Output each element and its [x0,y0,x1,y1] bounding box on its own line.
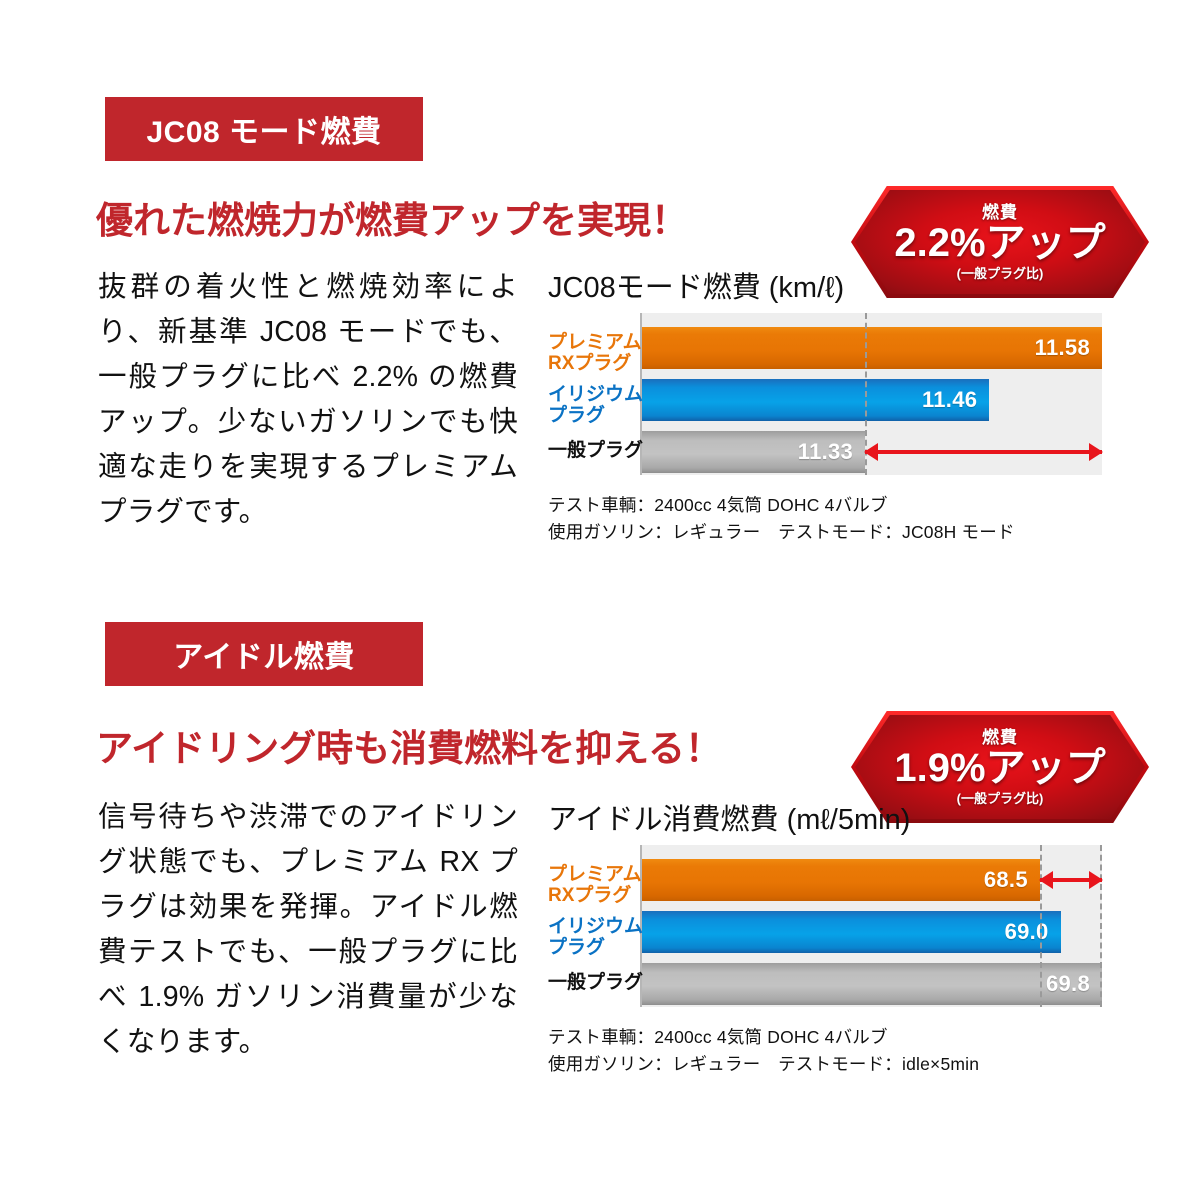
badge-comparison-note: (一般プラグ比) [956,266,1044,281]
bar-value-standard: 69.8 [1045,971,1090,996]
bar-row-iridium: 69.0 [642,911,1102,953]
badge-top-label: 燃費 [982,203,1018,222]
chart-note-line2: 使用ガソリン：レギュラー テストモード：JC08H モード [548,521,1015,542]
bar-standard: 11.33 [642,431,866,473]
cat-label-line1: 一般プラグ [548,440,644,461]
section-headline-jc08: 優れた燃焼力が燃費アップを実現！ [96,200,688,241]
bar-iridium: 69.0 [642,911,1061,953]
cat-label-line2: プラグ [548,405,606,427]
chart-title-jc08: JC08モード燃費 (km/ℓ) [548,272,845,304]
badge-comparison-note: (一般プラグ比) [956,791,1044,806]
bar-row-iridium: 11.46 [642,379,1102,421]
bar-value-iridium: 69.0 [1004,919,1049,944]
cat-label-line1: プレミアム [548,864,642,885]
cat-label-premium-rx-idle: プレミアム RXプラグ [548,864,642,907]
arrow-head-left-icon [1038,871,1053,889]
cat-label-line1: プレミアム [548,332,642,353]
section-body-jc08: 抜群の着火性と燃焼効率により、新基準 JC08 モードでも、一般プラグに比べ 2… [98,271,518,529]
section-headline-idle: アイドリング時も消費燃料を抑える！ [96,728,723,769]
chart-plot-jc08: 11.58 11.46 11.33 [640,313,1103,475]
cat-label-line2: プラグ [548,937,606,959]
section-tag-jc08: JC08 モード燃費 [105,97,423,161]
bar-premium-rx: 11.58 [642,327,1102,369]
bar-row-standard: 11.33 [642,431,1102,473]
arrow-shaft [865,450,1102,454]
bar-row-standard: 69.8 [642,963,1102,1005]
chart-plot-idle: 68.5 69.0 69.8 [640,845,1103,1007]
bar-standard: 69.8 [642,963,1102,1005]
section-tag-idle: アイドル燃費 [105,622,423,686]
badge-jc08-fuel-up: 燃費 2.2%アップ (一般プラグ比) [855,190,1145,294]
chart-note-line2: 使用ガソリン：レギュラー テストモード：idle×5min [548,1053,980,1074]
bar-row-premium-rx: 68.5 [642,859,1102,901]
bar-value-standard: 11.33 [797,439,854,464]
chart-note-idle: テスト車輌：2400cc 4気筒 DOHC 4バルブ 使用ガソリン：レギュラー … [548,1024,979,1077]
cat-label-standard-idle: 一般プラグ [548,972,643,993]
arrow-head-right-icon [1088,443,1103,461]
cat-label-iridium-idle: イリジウム プラグ [548,916,643,959]
cat-label-standard-jc08: 一般プラグ [548,440,643,461]
reference-line-standard [1100,845,1102,1007]
badge-main-value: 2.2%アップ [894,221,1106,265]
cat-label-premium-rx-jc08: プレミアム RXプラグ [548,332,642,375]
chart-title-idle: アイドル消費燃費 (mℓ/5min) [548,804,911,836]
arrow-shaft [1039,878,1102,882]
bar-premium-rx: 68.5 [642,859,1040,901]
cat-label-line1: イリジウム [548,916,644,937]
section-body-idle: 信号待ちや渋滞でのアイドリング状態でも、プレミアム RX プラグは効果を発揮。ア… [98,801,518,1059]
cat-label-line1: 一般プラグ [548,972,644,993]
badge-main-value: 1.9%アップ [894,746,1106,790]
cat-label-line2: RXプラグ [548,353,632,375]
chart-note-jc08: テスト車輌：2400cc 4気筒 DOHC 4バルブ 使用ガソリン：レギュラー … [548,492,1015,545]
reference-line-premium-rx [1039,845,1042,1007]
bar-row-premium-rx: 11.58 [642,327,1102,369]
cat-label-line1: イリジウム [548,384,644,405]
badge-top-label: 燃費 [982,728,1018,747]
badge-idle-fuel-up: 燃費 1.9%アップ (一般プラグ比) [855,715,1145,819]
cat-label-line2: RXプラグ [548,885,632,907]
bar-iridium: 11.46 [642,379,990,421]
arrow-head-right-icon [1088,871,1103,889]
bar-value-premium-rx: 68.5 [983,867,1028,892]
section-jc08-fuel-economy: JC08 モード燃費 優れた燃焼力が燃費アップを実現！ 抜群の着火性と燃焼効率に… [96,97,1149,545]
reference-line-standard [865,313,868,475]
cat-label-iridium-jc08: イリジウム プラグ [548,384,643,427]
arrow-head-left-icon [864,443,879,461]
bar-value-premium-rx: 11.58 [1034,335,1090,360]
bar-value-iridium: 11.46 [921,387,978,412]
chart-note-line1: テスト車輌：2400cc 4気筒 DOHC 4バルブ [548,1027,888,1047]
chart-note-line1: テスト車輌：2400cc 4気筒 DOHC 4バルブ [548,495,888,515]
